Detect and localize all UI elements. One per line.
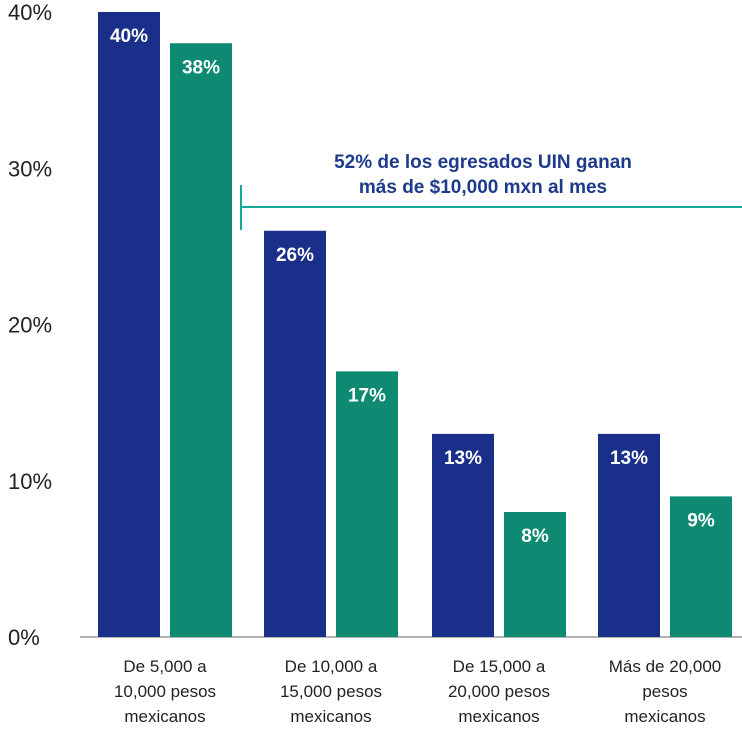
x-category-label: pesos: [642, 682, 687, 701]
y-axis-ticks: 0% 10% 20% 30% 40%: [8, 0, 52, 650]
bar-value-label: 38%: [182, 57, 220, 78]
bar-value-label: 9%: [687, 510, 715, 531]
x-category-label: mexicanos: [124, 707, 205, 726]
annotation-line-2: más de $10,000 mxn al mes: [359, 177, 607, 198]
bar: [432, 433, 494, 637]
y-tick-label: 20%: [8, 313, 52, 338]
bar: [264, 230, 326, 637]
x-category-label: De 5,000 a: [123, 657, 207, 676]
y-tick-label: 30%: [8, 156, 52, 181]
x-category-label: 15,000 pesos: [280, 682, 382, 701]
bar-value-label: 8%: [521, 526, 549, 547]
x-category-label: mexicanos: [624, 707, 705, 726]
x-category-label: De 15,000 a: [453, 657, 546, 676]
bar-value-label: 40%: [110, 26, 148, 47]
bar-value-label: 13%: [444, 448, 482, 469]
x-category-label: mexicanos: [290, 707, 371, 726]
x-axis-labels: De 5,000 a 10,000 pesos mexicanos De 10,000…: [114, 657, 721, 726]
bar-value-label: 26%: [276, 245, 314, 266]
x-category-label: De 10,000 a: [285, 657, 378, 676]
bars: [98, 12, 732, 637]
bar: [98, 12, 160, 637]
bar: [670, 496, 732, 637]
bar: [170, 43, 232, 637]
annotation: 52% de los egresados UIN ganan más de $1…: [240, 152, 742, 230]
annotation-line-1: 52% de los egresados UIN ganan: [334, 152, 632, 173]
bar: [598, 433, 660, 637]
y-tick-label: 10%: [8, 469, 52, 494]
bar-value-label: 17%: [348, 385, 386, 406]
bar: [504, 512, 566, 637]
x-category-label: mexicanos: [458, 707, 539, 726]
y-tick-label: 40%: [8, 0, 52, 25]
x-category-label: 10,000 pesos: [114, 682, 216, 701]
x-category-label: Más de 20,000: [609, 657, 721, 676]
bar-value-label: 13%: [610, 448, 648, 469]
bar: [336, 371, 398, 637]
y-tick-label: 0%: [8, 625, 40, 650]
data-labels: 40% 38% 26% 17% 13% 8% 13% 9%: [110, 26, 715, 547]
x-category-label: 20,000 pesos: [448, 682, 550, 701]
